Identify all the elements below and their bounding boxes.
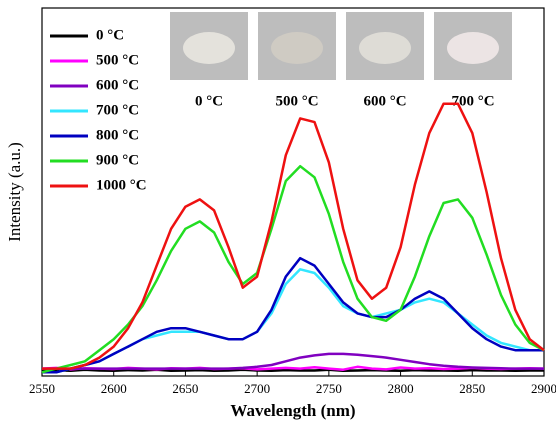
photo-label: 600 °C bbox=[363, 93, 406, 109]
photo-powder bbox=[183, 32, 235, 64]
photo-label: 700 °C bbox=[451, 93, 494, 109]
x-tick-label: 2800 bbox=[388, 381, 414, 396]
x-axis-label: Wavelength (nm) bbox=[230, 401, 355, 420]
series-line bbox=[42, 354, 544, 369]
x-tick-label: 2900 bbox=[531, 381, 556, 396]
x-tick-label: 2750 bbox=[316, 381, 342, 396]
legend-label: 500 °C bbox=[96, 52, 139, 68]
chart: Wavelength (nm) Intensity (a.u.) 2550 260… bbox=[0, 0, 556, 424]
y-axis-label: Intensity (a.u.) bbox=[5, 142, 24, 242]
photo-powder bbox=[447, 32, 499, 64]
legend-label: 700 °C bbox=[96, 102, 139, 118]
legend-label: 1000 °C bbox=[96, 177, 147, 193]
photo-label: 0 °C bbox=[195, 93, 223, 109]
x-tick-label: 2650 bbox=[172, 381, 198, 396]
series-line bbox=[42, 269, 544, 372]
legend-label: 600 °C bbox=[96, 77, 139, 93]
legend-label: 800 °C bbox=[96, 127, 139, 143]
x-tick-label: 2850 bbox=[459, 381, 485, 396]
legend-label: 900 °C bbox=[96, 152, 139, 168]
photo-label: 500 °C bbox=[275, 93, 318, 109]
photo-powder bbox=[271, 32, 323, 64]
x-tick-label: 2700 bbox=[244, 381, 270, 396]
x-tick-label: 2550 bbox=[29, 381, 55, 396]
photo-powder bbox=[359, 32, 411, 64]
x-tick-label: 2600 bbox=[101, 381, 127, 396]
legend-label: 0 °C bbox=[96, 27, 124, 43]
